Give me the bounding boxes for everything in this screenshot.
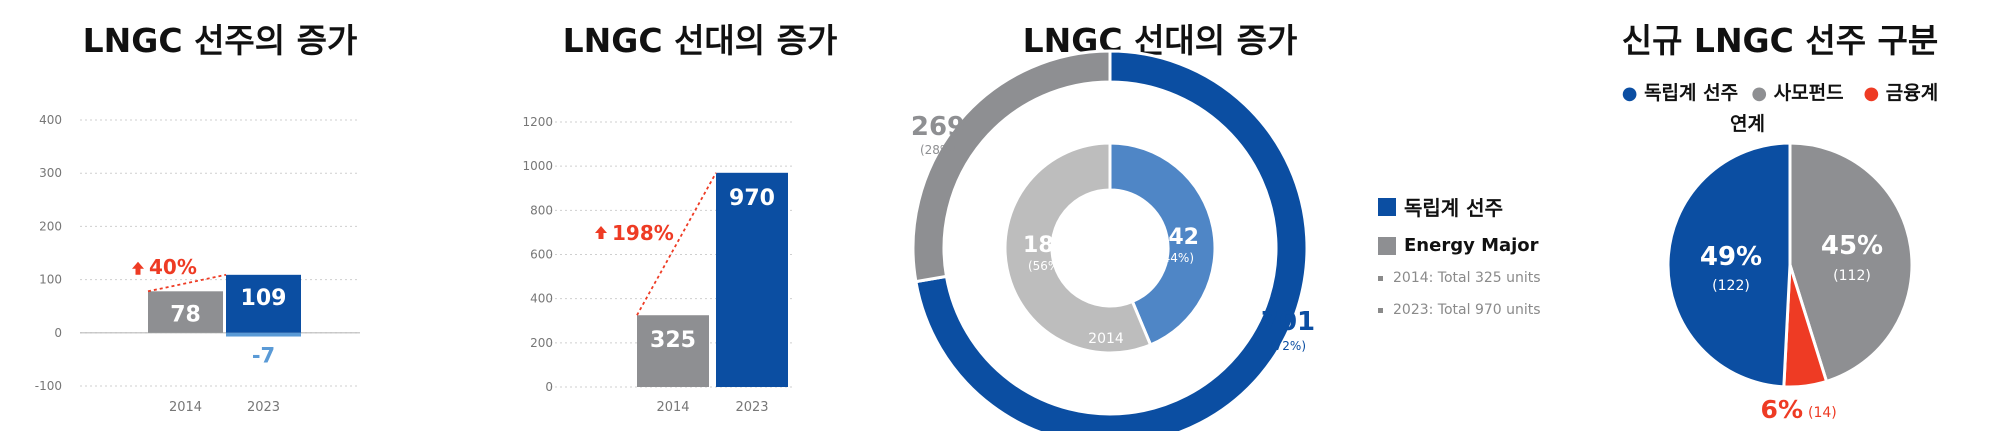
y-tick-label: 600 [530,248,553,262]
legend-label-continued: 연계 [1730,113,1765,135]
fleet-bar-chart: 1200 1000 800 600 400 200 0 325 2014 970 2023 198% [522,115,795,415]
legend-label: 독립계 선주 [1644,82,1739,104]
outer-value-label: 701 [1261,307,1315,337]
bar-2023 [716,172,788,387]
legend-label: 금융계 [1885,82,1939,104]
x-tick-label: 2014 [656,400,689,415]
legend-swatch-gray [1378,236,1396,255]
negative-value-label: -7 [252,344,275,368]
bar-2023 [226,274,301,333]
growth-label: 198% [612,221,674,245]
x-tick-label: 2014 [169,400,202,415]
bullet-icon [1378,275,1383,281]
dot-icon: ● [1751,83,1768,104]
legend-note: 2023: Total 970 units [1378,302,1541,318]
outer-pct-label: (72%) [1270,339,1306,353]
slice-count-label: (112) [1833,268,1871,284]
legend-swatch-blue [1378,197,1396,216]
y-tick-label: 0 [545,380,553,394]
pie-slice [1788,141,1914,384]
y-tick-label: 400 [530,292,553,306]
y-tick-label: 400 [39,113,62,127]
panel-fleet-donut: LNGC 선대의 증가 142 (44%) 183 (56%) 2014 2023 701 (… [900,0,1600,431]
panel-owners: LNGC 선주의 증가 400 300 200 100 0 -100 78 2014 109 20… [0,0,480,431]
panel-title: LNGC 선대의 증가 [1022,21,1298,60]
inner-year-label: 2014 [1088,331,1124,347]
note-text: 2014: Total 325 units [1393,270,1541,286]
pie-slice [1666,141,1792,389]
outer-year-label: 2023 [1091,387,1129,405]
slice-count-label: (122) [1712,278,1750,294]
y-tick-label: 300 [39,166,62,180]
slice-pct-label: 49% [1700,242,1762,272]
bar-2014 [148,291,223,333]
new-owners-pie-chart: 49% (122) 45% (112) 6% (14) [1666,141,1914,424]
panel-title: LNGC 선대의 증가 [562,21,838,60]
bar-value-label: 970 [729,186,775,211]
bar-value-label: 78 [170,302,201,327]
slice-count-label: (14) [1808,405,1837,421]
pie-legend: ● 독립계 선주 ● 사모펀드 ● 금융계 연계 [1570,78,1990,139]
y-tick-label: 200 [39,219,62,233]
donut-hole [1052,190,1168,306]
panel-new-owners: 신규 LNGC 선주 구분 ● 독립계 선주 ● 사모펀드 ● 금융계 연계 4… [1580,0,2000,431]
x-tick-label: 2023 [247,400,280,415]
legend-item: Energy Major [1378,235,1541,256]
dot-icon: ● [1621,83,1638,104]
growth-label: 40% [149,255,197,279]
bar-value-label: 325 [650,328,696,353]
legend-item: 독립계 선주 [1378,192,1541,221]
outer-value-label: 269 [911,112,965,142]
inner-value-label: 183 [1023,233,1069,258]
bar-negative-2023 [226,332,301,337]
y-tick-label: 1200 [522,115,553,129]
note-text: 2023: Total 970 units [1393,302,1541,318]
inner-pct-label: (56%) [1028,259,1064,273]
panel-fleet-bars: LNGC 선대의 증가 1200 1000 800 600 400 200 0 325 2014… [480,0,900,431]
slice-pct-label: 45% [1821,231,1883,261]
owners-bar-chart: 400 300 200 100 0 -100 78 2014 109 2023 -7 40% [35,113,360,415]
legend-note: 2014: Total 325 units [1378,270,1541,286]
outer-slice [911,49,1112,284]
y-tick-label: 200 [530,336,553,350]
inner-pct-label: (44%) [1158,251,1194,265]
donut-legend: 독립계 선주 Energy Major 2014: Total 325 unit… [1378,192,1541,334]
bullet-icon [1378,307,1383,313]
bar-value-label: 109 [241,286,287,311]
dot-icon: ● [1863,83,1880,104]
legend-label: 독립계 선주 [1404,196,1503,220]
y-tick-label: 100 [39,273,62,287]
inner-value-label: 142 [1153,225,1199,250]
y-tick-label: 800 [530,203,553,217]
outer-pct-label: (28%) [920,143,956,157]
y-tick-label: -100 [35,379,62,393]
up-arrow-icon [595,226,607,239]
panel-title: LNGC 선주의 증가 [82,21,358,60]
legend-label: Energy Major [1404,235,1539,256]
panel-title: 신규 LNGC 선주 구분 [1621,21,1939,60]
y-tick-label: 1000 [522,159,553,173]
slice-pct-label: 6% [1761,395,1803,424]
x-tick-label: 2023 [735,400,768,415]
up-arrow-icon [132,261,144,275]
growth-line [147,273,227,293]
legend-label: 사모펀드 [1773,82,1844,104]
y-tick-label: 0 [54,326,62,340]
bar-2014 [637,315,709,387]
outer-slice [914,49,1309,431]
fleet-donut-chart: 142(44%) 183(56%) 2014 2023 701 (72%) 269(28%) [911,49,1315,431]
